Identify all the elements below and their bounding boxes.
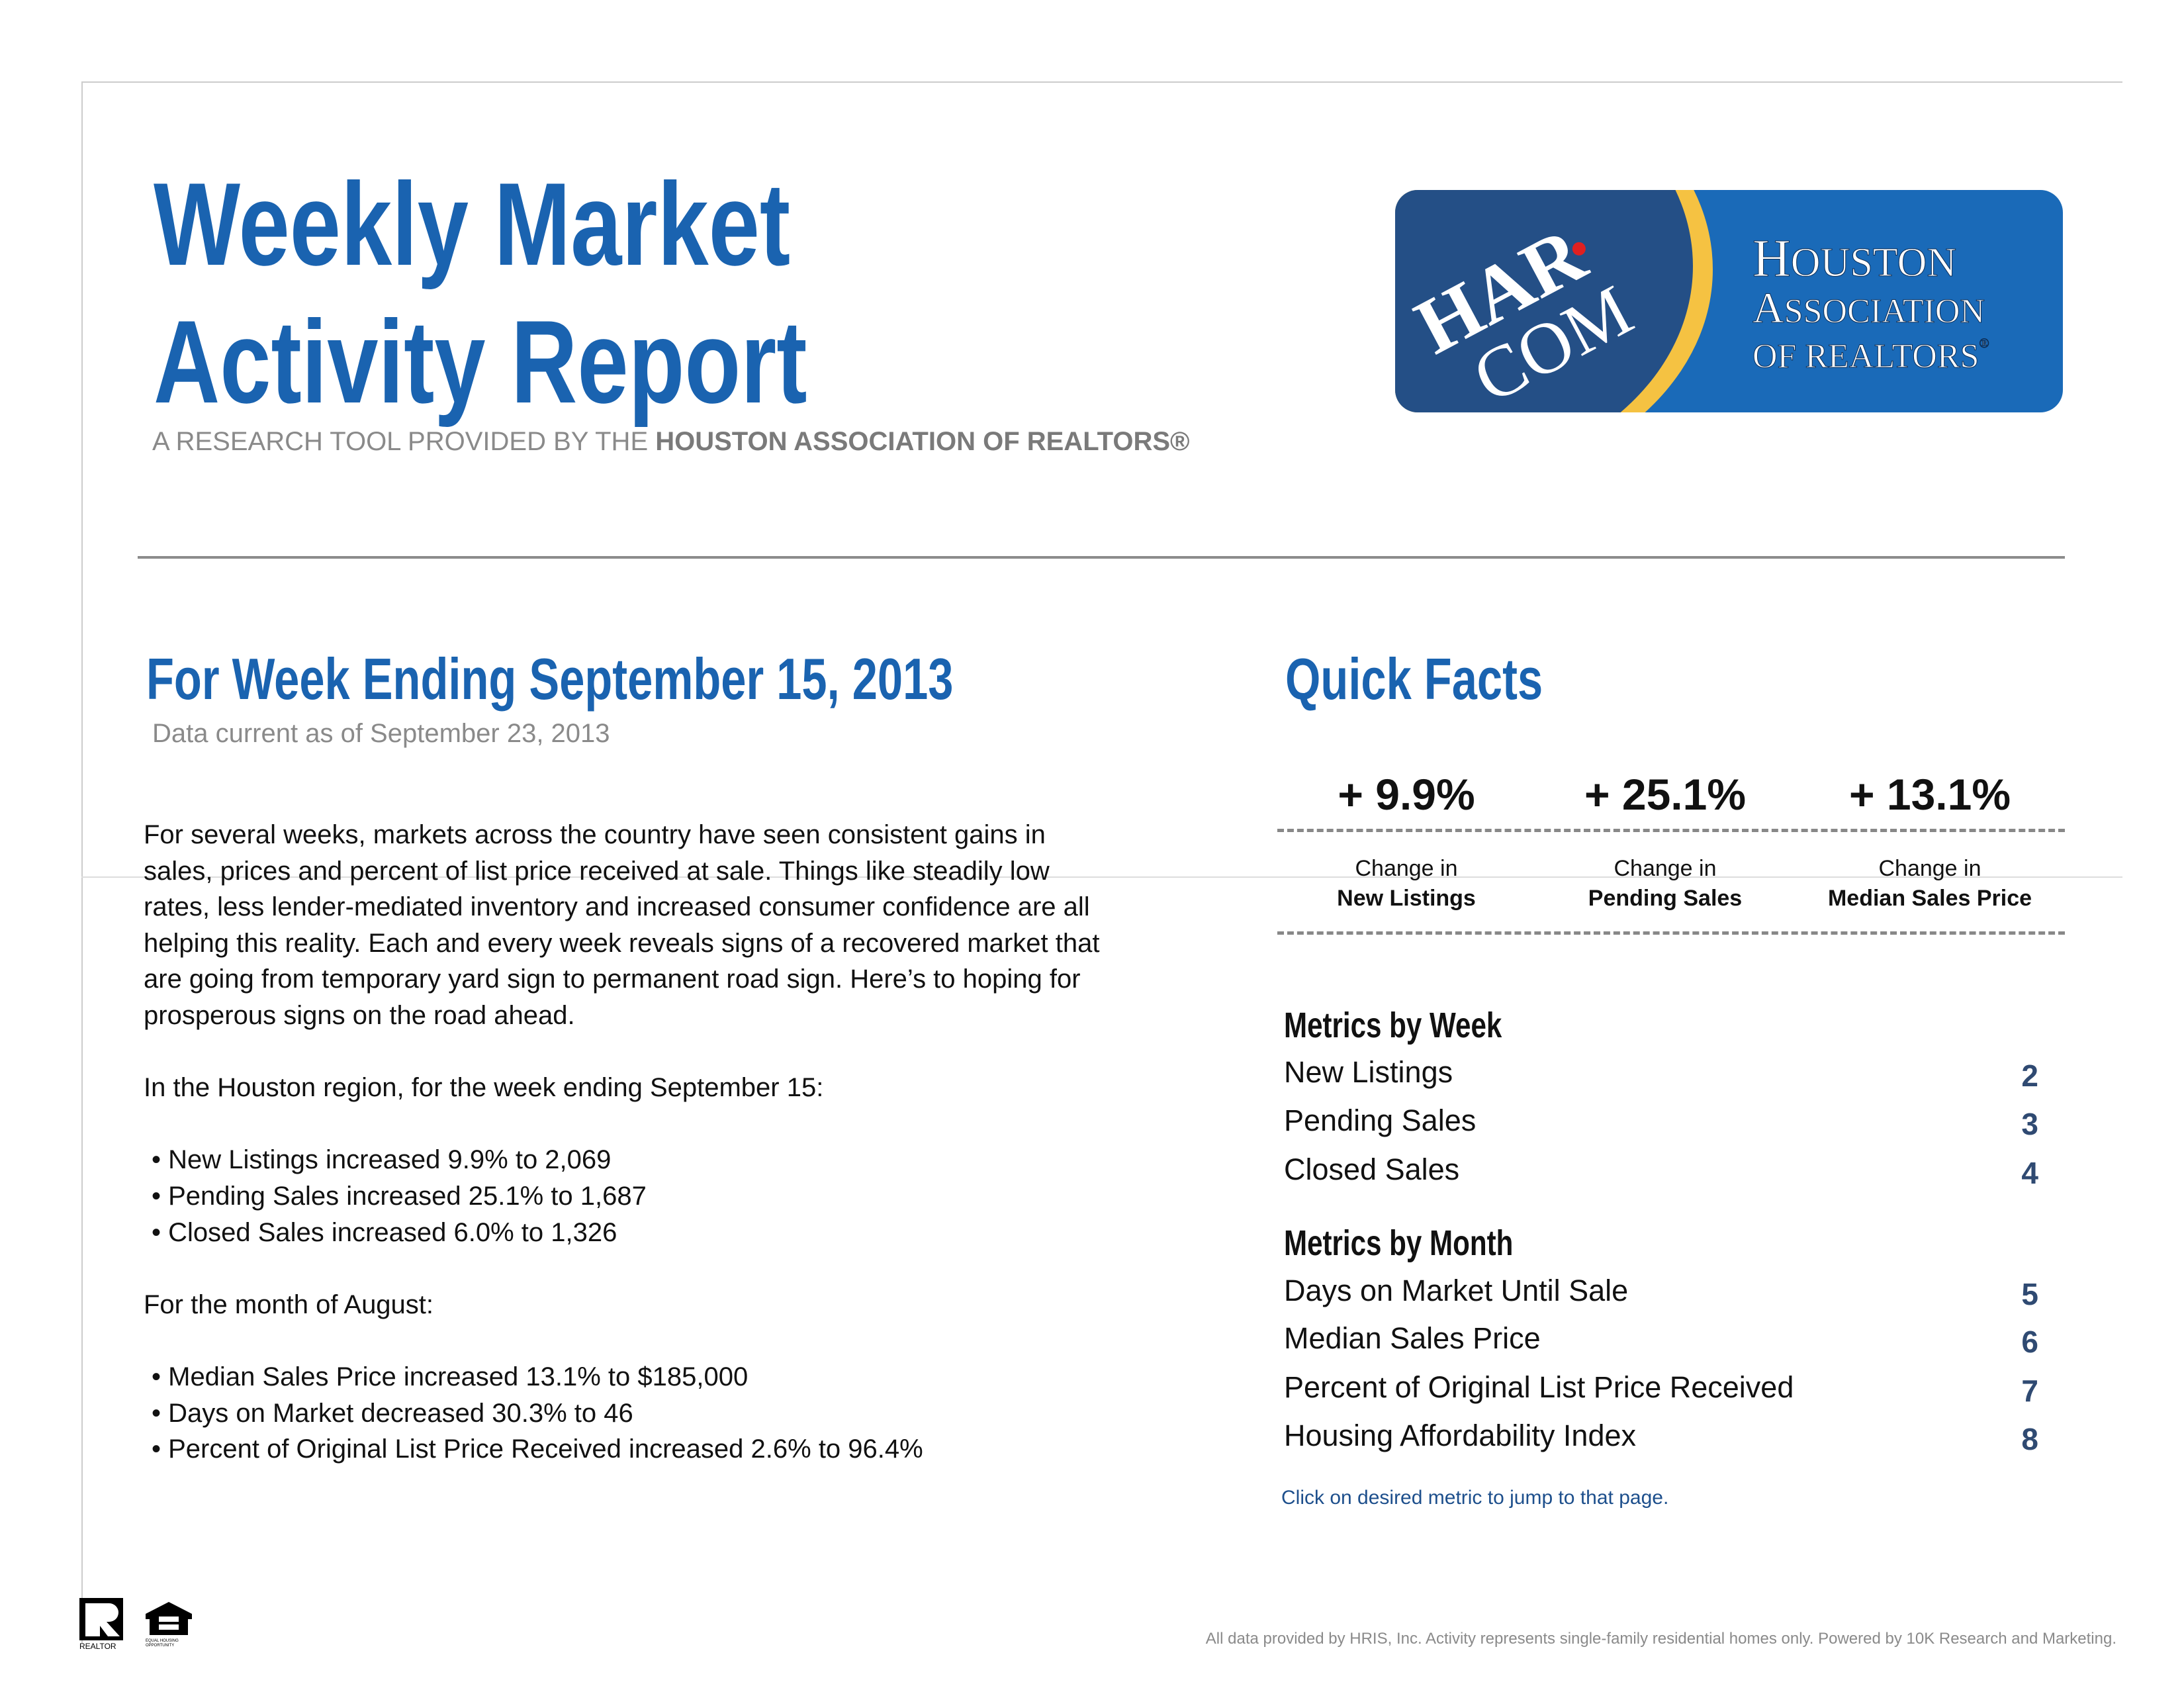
dashed-divider [1277, 829, 2065, 832]
metrics-by-week-heading: Metrics by Week [1284, 1006, 1502, 1045]
monthly-bullet: • Percent of Original List Price Receive… [152, 1434, 923, 1464]
har-logo: HAR COM HOUSTON ASSOCIATION OF REALTORS® [1395, 190, 2063, 412]
svg-text:OPPORTUNITY: OPPORTUNITY [146, 1644, 174, 1647]
fact-label-new-listings: Change in New Listings [1337, 856, 1476, 911]
metric-link-median-sales-price[interactable]: Median Sales Price 6 [1284, 1321, 2038, 1359]
monthly-bullet: • Days on Market decreased 30.3% to 46 [152, 1398, 633, 1428]
month-line: For the month of August: [144, 1289, 434, 1319]
metric-link-pct-list-price[interactable]: Percent of Original List Price Received 7 [1284, 1370, 2038, 1408]
data-current-note: Data current as of September 23, 2013 [152, 719, 610, 748]
click-hint: Click on desired metric to jump to that … [1281, 1487, 1669, 1509]
svg-text:EQUAL HOUSING: EQUAL HOUSING [146, 1639, 179, 1643]
metric-link-days-on-market[interactable]: Days on Market Until Sale 5 [1284, 1274, 2038, 1311]
metric-link-closed-sales[interactable]: Closed Sales 4 [1284, 1152, 2038, 1190]
svg-text:ASSOCIATION: ASSOCIATION [1752, 284, 1985, 332]
fact-value-new-listings: + 9.9% [1338, 770, 1475, 819]
report-title-line1: Weekly Market [154, 158, 791, 290]
footer-disclaimer: All data provided by HRIS, Inc. Activity… [1205, 1630, 2116, 1648]
realtor-logo: REALTOR [79, 1598, 126, 1654]
intro-paragraph: For several weeks, markets across the co… [144, 820, 1100, 1030]
weekly-bullet: • New Listings increased 9.9% to 2,069 [152, 1145, 612, 1175]
metric-link-pending-sales[interactable]: Pending Sales 3 [1284, 1103, 2038, 1141]
frame-mid-rule [81, 876, 2122, 878]
week-heading: For Week Ending September 15, 2013 [146, 646, 954, 712]
svg-text:REALTOR: REALTOR [79, 1642, 116, 1651]
fact-label-median-price: Change in Median Sales Price [1827, 856, 2032, 911]
dashed-divider [1277, 931, 2065, 935]
report-title-line2: Activity Report [154, 296, 807, 428]
fact-label-pending-sales: Change in Pending Sales [1588, 856, 1743, 911]
summary-text: For several weeks, markets across the co… [144, 817, 1110, 1468]
equal-housing-logo: EQUAL HOUSING OPPORTUNITY [144, 1601, 193, 1650]
report-subtitle: A RESEARCH TOOL PROVIDED BY THE HOUSTON … [152, 427, 1190, 456]
fact-value-median-price: + 13.1% [1848, 770, 2011, 819]
monthly-bullet: • Median Sales Price increased 13.1% to … [152, 1362, 749, 1391]
frame-top-rule [81, 81, 2122, 83]
svg-text:HOUSTON: HOUSTON [1752, 230, 1956, 288]
region-line: In the Houston region, for the week endi… [144, 1073, 824, 1103]
metric-link-affordability[interactable]: Housing Affordability Index 8 [1284, 1419, 2038, 1456]
weekly-bullet: • Pending Sales increased 25.1% to 1,687 [152, 1181, 647, 1211]
frame-left-rule [81, 81, 83, 1644]
metric-link-new-listings[interactable]: New Listings 2 [1284, 1055, 2038, 1093]
weekly-bullet: • Closed Sales increased 6.0% to 1,326 [152, 1217, 617, 1247]
quick-facts-heading: Quick Facts [1285, 646, 1543, 712]
fact-value-pending-sales: + 25.1% [1584, 770, 1747, 819]
svg-text:OF REALTORS®: OF REALTORS® [1752, 336, 1989, 375]
metrics-by-month-heading: Metrics by Month [1284, 1223, 1514, 1263]
header-divider [138, 556, 2065, 559]
